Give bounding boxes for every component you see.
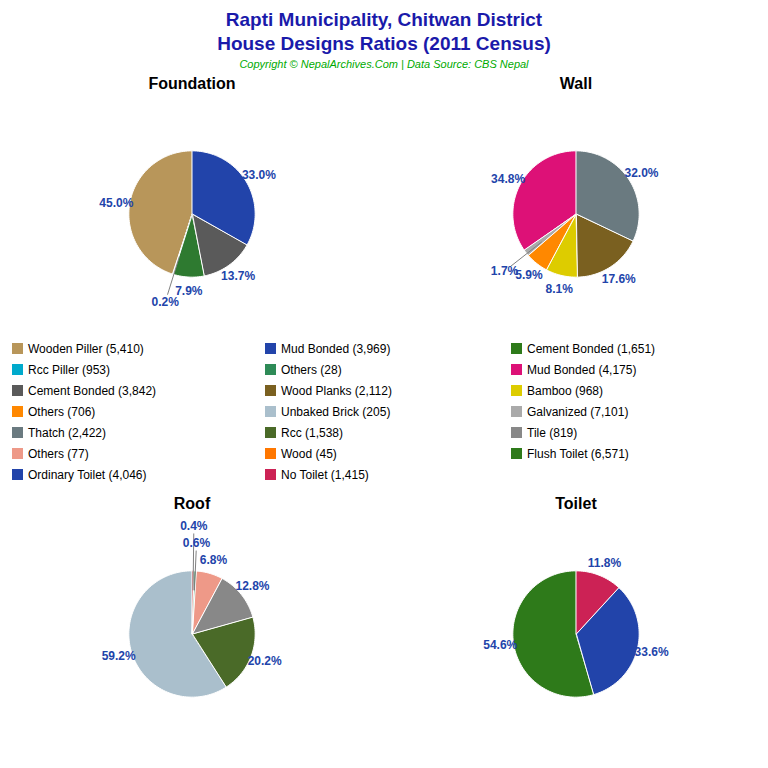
svg-text:45.0%: 45.0% <box>99 196 133 210</box>
html-text:Toilet: Toilet <box>555 495 597 512</box>
svg-text:33.6%: 33.6% <box>635 645 669 659</box>
html-text:Wall: Wall <box>559 75 593 92</box>
html-text:Flush Toilet (6,571): Flush Toilet (6,571) <box>527 446 629 461</box>
svg-text:20.2%: 20.2% <box>248 654 282 668</box>
html-text:Tile (819): Tile (819) <box>527 425 578 440</box>
html-text:Unbaked Brick (205): Unbaked Brick (205) <box>281 404 391 419</box>
html-text:Cement Bonded (1,651): Cement Bonded (1,651) <box>527 341 656 356</box>
html-text:Others (706): Others (706) <box>28 404 96 419</box>
svg-text:17.6%: 17.6% <box>602 272 636 286</box>
html-text:No Toilet (1,415): No Toilet (1,415) <box>281 467 369 482</box>
svg-text:0.6%: 0.6% <box>183 536 211 550</box>
svg-text:0.4%: 0.4% <box>180 519 208 533</box>
html-text:Wooden Piller (5,410): Wooden Piller (5,410) <box>28 341 144 356</box>
svg-text:5.9%: 5.9% <box>515 268 543 282</box>
html-text:Bamboo (968): Bamboo (968) <box>527 383 603 398</box>
svg-text:1.7%: 1.7% <box>490 264 519 278</box>
html-text:Mud Bonded (3,969): Mud Bonded (3,969) <box>281 341 391 356</box>
html-text:Rapti Municipality, Chitwan Di: Rapti Municipality, Chitwan District <box>225 9 543 30</box>
svg-text:34.8%: 34.8% <box>491 172 525 186</box>
html-text:Others (77): Others (77) <box>28 446 89 461</box>
html-text:Copyright © NepalArchives.Com: Copyright © NepalArchives.Com | Data Sou… <box>239 58 529 70</box>
html-text:Mud Bonded (4,175): Mud Bonded (4,175) <box>527 362 637 377</box>
html-text:Wood Planks (2,112): Wood Planks (2,112) <box>281 383 392 398</box>
svg-text:8.1%: 8.1% <box>546 282 574 296</box>
svg-text:54.6%: 54.6% <box>483 638 517 652</box>
svg-text:12.8%: 12.8% <box>235 579 269 593</box>
svg-text:33.0%: 33.0% <box>242 168 276 182</box>
html-text:Foundation: Foundation <box>148 75 236 92</box>
html-text:Thatch (2,422): Thatch (2,422) <box>28 425 106 440</box>
svg-text:13.7%: 13.7% <box>221 269 255 283</box>
html-text:Roof: Roof <box>173 495 211 512</box>
svg-text:7.9%: 7.9% <box>175 284 203 298</box>
svg-text:11.8%: 11.8% <box>588 556 622 570</box>
html-text:Others (28): Others (28) <box>281 362 342 377</box>
svg-text:32.0%: 32.0% <box>625 166 659 180</box>
html-text:Galvanized (7,101): Galvanized (7,101) <box>527 404 629 419</box>
svg-text:6.8%: 6.8% <box>200 553 228 567</box>
html-text:Rcc Piller (953): Rcc Piller (953) <box>28 362 110 377</box>
html-text:Ordinary Toilet (4,046): Ordinary Toilet (4,046) <box>28 467 147 482</box>
html-text:Wood (45): Wood (45) <box>281 446 337 461</box>
svg-text:59.2%: 59.2% <box>102 649 136 663</box>
html-text:House Designs Ratios (2011 Cen: House Designs Ratios (2011 Census) <box>217 33 551 54</box>
html-text:Cement Bonded (3,842): Cement Bonded (3,842) <box>28 383 157 398</box>
html-text:Rcc (1,538): Rcc (1,538) <box>281 425 343 440</box>
svg-text:0.2%: 0.2% <box>151 294 179 309</box>
